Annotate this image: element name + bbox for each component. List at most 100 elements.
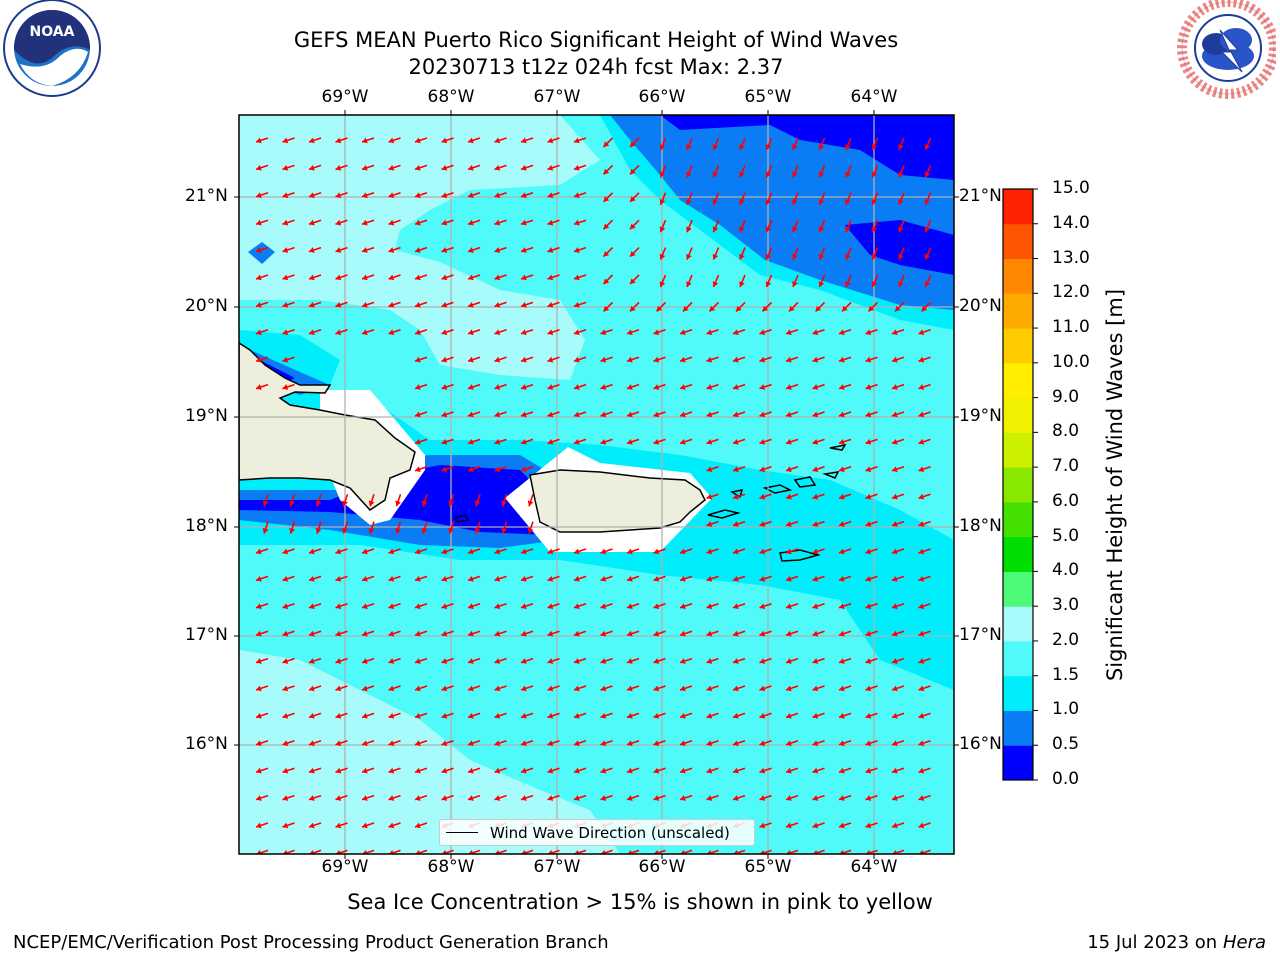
wind-arrow bbox=[712, 274, 720, 288]
wind-arrow bbox=[573, 603, 587, 610]
wind-arrow bbox=[282, 301, 295, 308]
wind-arrow bbox=[361, 767, 375, 774]
wind-arrow bbox=[441, 767, 454, 774]
wind-arrow bbox=[255, 712, 269, 719]
wind-arrow bbox=[573, 411, 587, 418]
wind-arrow bbox=[547, 548, 560, 555]
wind-arrow bbox=[918, 411, 931, 418]
wind-arrow bbox=[732, 466, 746, 473]
wind-arrow bbox=[629, 137, 640, 148]
wind-arrow bbox=[494, 712, 507, 719]
wind-arrow bbox=[759, 575, 772, 582]
wind-arrow bbox=[414, 438, 428, 445]
wind-arrow bbox=[308, 548, 322, 555]
wind-arrow bbox=[494, 685, 507, 692]
wind-arrow bbox=[653, 712, 666, 719]
wind-arrow bbox=[891, 685, 905, 692]
wind-arrow bbox=[441, 329, 454, 336]
wind-arrow bbox=[759, 411, 772, 418]
wind-arrow bbox=[838, 383, 852, 390]
wind-arrow bbox=[918, 548, 931, 555]
wind-arrow bbox=[315, 493, 322, 507]
wind-arrow bbox=[547, 411, 560, 418]
wind-arrow bbox=[812, 493, 825, 500]
wind-arrow bbox=[761, 301, 773, 312]
wind-arrow bbox=[626, 794, 640, 801]
wind-arrow bbox=[255, 164, 269, 171]
wind-arrow bbox=[602, 219, 614, 230]
wind-arrow bbox=[388, 548, 401, 555]
noaa-logo: NOAA bbox=[3, 0, 101, 97]
wind-arrow bbox=[547, 767, 560, 774]
wind-arrow bbox=[547, 219, 560, 226]
wind-arrow bbox=[600, 329, 613, 336]
colorbar-tick-label: 12.0 bbox=[1052, 282, 1090, 303]
wind-arrow bbox=[706, 466, 719, 473]
wind-arrow bbox=[282, 685, 295, 692]
wind-arrow bbox=[788, 301, 799, 312]
wind-arrow bbox=[732, 712, 746, 719]
wind-arrow bbox=[335, 246, 348, 253]
lat-label: 20°N bbox=[959, 296, 1002, 316]
wind-arrow bbox=[653, 356, 666, 363]
wind-arrow bbox=[712, 247, 720, 260]
wind-arrow bbox=[388, 246, 401, 253]
wind-arrow bbox=[759, 740, 772, 747]
wind-arrow bbox=[626, 548, 640, 555]
wind-arrow bbox=[520, 740, 534, 747]
wind-arrow bbox=[812, 630, 825, 637]
wind-arrow bbox=[865, 603, 878, 610]
wind-arrow bbox=[845, 137, 852, 151]
wind-arrow bbox=[845, 192, 852, 206]
wind-arrow bbox=[765, 274, 773, 288]
colorbar-tick-label: 14.0 bbox=[1052, 212, 1090, 233]
wind-arrow bbox=[812, 411, 825, 418]
wind-arrow bbox=[812, 383, 825, 390]
wind-arrow bbox=[818, 192, 826, 206]
wind-arrow bbox=[602, 164, 614, 175]
wind-arrow bbox=[812, 794, 825, 801]
wave-band-0-0.5-nw bbox=[239, 345, 330, 395]
lat-label: 16°N bbox=[185, 734, 228, 754]
wind-arrow bbox=[308, 767, 322, 774]
lat-label: 18°N bbox=[959, 516, 1002, 536]
footer-host: Hera bbox=[1222, 932, 1266, 953]
wind-arrow bbox=[467, 794, 481, 801]
colorbar-tick-label: 7.0 bbox=[1052, 456, 1080, 477]
wind-arrow bbox=[653, 685, 666, 692]
wind-arrow bbox=[865, 520, 878, 527]
wind-arrow bbox=[361, 329, 375, 336]
wind-arrow bbox=[759, 712, 772, 719]
wind-arrow bbox=[282, 164, 295, 171]
wind-arrow bbox=[659, 165, 667, 178]
wind-arrow bbox=[441, 246, 454, 253]
wind-arrow bbox=[871, 219, 879, 233]
wind-arrow bbox=[308, 164, 322, 171]
wind-arrow bbox=[494, 603, 507, 610]
wind-arrow bbox=[395, 493, 402, 507]
wind-arrow bbox=[573, 575, 587, 582]
wind-arrow bbox=[494, 219, 507, 226]
wind-arrow bbox=[792, 137, 799, 151]
wind-arrow bbox=[368, 521, 375, 534]
wind-arrow bbox=[812, 548, 825, 555]
wind-arrow bbox=[891, 794, 905, 801]
wind-arrow bbox=[335, 630, 348, 637]
wind-arrow bbox=[335, 164, 348, 171]
wind-arrow bbox=[845, 219, 852, 233]
wind-arrow bbox=[520, 657, 534, 664]
wind-arrow bbox=[308, 685, 322, 692]
wind-arrow bbox=[467, 411, 481, 418]
wind-arrow bbox=[335, 657, 348, 664]
wind-arrow bbox=[812, 740, 825, 747]
wind-arrow bbox=[732, 411, 746, 418]
wind-arrow bbox=[308, 192, 322, 199]
wind-arrow bbox=[547, 740, 560, 747]
wind-arrow bbox=[785, 356, 799, 363]
land-st-croix bbox=[779, 549, 821, 562]
graticule bbox=[239, 115, 954, 854]
wind-arrow bbox=[600, 657, 613, 664]
wind-arrow bbox=[308, 219, 322, 226]
wind-arrow bbox=[342, 493, 349, 507]
